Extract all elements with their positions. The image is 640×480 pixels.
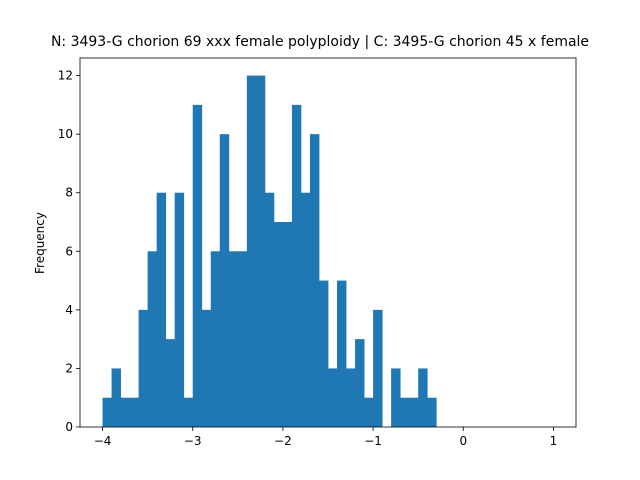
x-tick-label: −1 (364, 434, 382, 448)
histogram-bar (282, 222, 293, 427)
histogram-bar (427, 397, 437, 427)
histogram-bar (111, 368, 121, 427)
x-tick-label: −2 (274, 434, 292, 448)
histogram-bar (328, 368, 338, 427)
axes-frame (79, 57, 577, 428)
y-tick-label: 8 (65, 186, 73, 200)
histogram-bar (418, 368, 428, 427)
plot-border (79, 57, 577, 428)
histogram-bar (255, 75, 266, 428)
histogram-bar (346, 368, 356, 427)
y-tick-label: 12 (58, 69, 73, 83)
histogram-bar (246, 75, 257, 428)
histogram-bar (337, 280, 347, 427)
histogram-bar (264, 192, 275, 427)
histogram-bar (291, 104, 302, 427)
chart-title: N: 3493-G chorion 69 xxx female polyploi… (50, 34, 590, 50)
histogram-bar (147, 251, 158, 427)
histogram-bar (400, 397, 410, 427)
y-tick-label: 2 (65, 361, 73, 375)
histogram-bar (228, 251, 239, 427)
histogram-bar (192, 104, 203, 427)
histogram-bar (129, 397, 140, 427)
x-tick-label: 0 (459, 434, 467, 448)
histogram-bar (237, 251, 248, 427)
x-tick-label: −4 (94, 434, 112, 448)
histogram-bar (165, 339, 176, 427)
histogram-bar (120, 397, 130, 427)
x-tick-label: −3 (184, 434, 202, 448)
x-axis-ticks: −4 −3 −2 −1 0 1 (94, 427, 558, 448)
y-tick-label: 0 (65, 420, 73, 434)
histogram-bar (156, 192, 167, 427)
histogram-bar (355, 339, 365, 427)
histogram-bars (102, 75, 437, 428)
histogram-bar (183, 397, 194, 427)
histogram-bar (364, 397, 374, 427)
histogram-bar (273, 222, 284, 427)
histogram-bar (102, 397, 112, 427)
y-tick-label: 10 (58, 127, 73, 141)
y-tick-label: 4 (65, 303, 73, 317)
histogram-bar (174, 192, 185, 427)
histogram-bar (300, 192, 311, 427)
histogram-bar (219, 134, 230, 427)
y-axis-label: Frequency (33, 212, 47, 274)
histogram-bar (210, 251, 221, 427)
histogram-bar (138, 309, 149, 427)
histogram-bar (373, 309, 383, 427)
histogram-bar (391, 368, 401, 427)
histogram-bar (309, 134, 320, 427)
histogram-bar (318, 280, 329, 427)
histogram-bar (409, 397, 419, 427)
y-axis-ticks: 0 2 4 6 8 10 12 (58, 69, 80, 434)
histogram-bar (201, 309, 212, 427)
y-tick-label: 6 (65, 244, 73, 258)
x-tick-label: 1 (550, 434, 558, 448)
